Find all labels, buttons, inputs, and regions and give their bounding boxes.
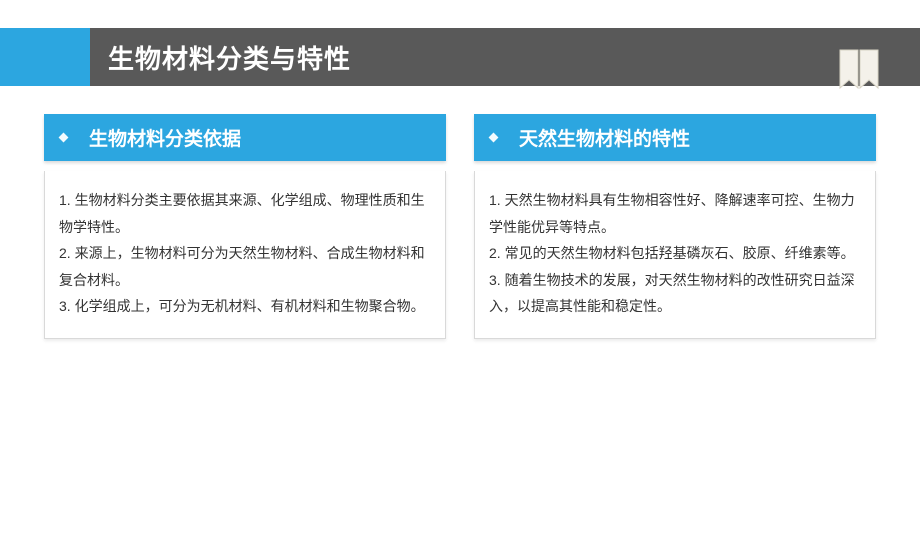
header-accent [0,28,90,86]
list-item: 1. 生物材料分类主要依据其来源、化学组成、物理性质和生物学特性。 [59,187,431,240]
page-header: 生物材料分类与特性 [0,28,920,86]
column-right: 天然生物材料的特性 1. 天然生物材料具有生物相容性好、降解速率可控、生物力学性… [474,114,876,339]
list-item: 3. 随着生物技术的发展，对天然生物材料的改性研究日益深入，以提高其性能和稳定性… [489,267,861,320]
column-header: 生物材料分类依据 [44,114,446,161]
column-body: 1. 生物材料分类主要依据其来源、化学组成、物理性质和生物学特性。 2. 来源上… [44,171,446,339]
list-item: 2. 常见的天然生物材料包括羟基磷灰石、胶原、纤维素等。 [489,240,861,267]
list-item: 3. 化学组成上，可分为无机材料、有机材料和生物聚合物。 [59,293,431,320]
bookmark-icon [838,48,880,96]
column-title: 生物材料分类依据 [89,124,241,151]
diamond-icon [59,133,69,143]
list-item: 2. 来源上，生物材料可分为天然生物材料、合成生物材料和复合材料。 [59,240,431,293]
column-header: 天然生物材料的特性 [474,114,876,161]
header-main: 生物材料分类与特性 [90,28,920,86]
column-body: 1. 天然生物材料具有生物相容性好、降解速率可控、生物力学性能优异等特点。 2.… [474,171,876,339]
column-title: 天然生物材料的特性 [519,124,690,151]
diamond-icon [489,133,499,143]
page-title: 生物材料分类与特性 [108,39,351,76]
column-left: 生物材料分类依据 1. 生物材料分类主要依据其来源、化学组成、物理性质和生物学特… [44,114,446,339]
list-item: 1. 天然生物材料具有生物相容性好、降解速率可控、生物力学性能优异等特点。 [489,187,861,240]
content-columns: 生物材料分类依据 1. 生物材料分类主要依据其来源、化学组成、物理性质和生物学特… [0,86,920,339]
